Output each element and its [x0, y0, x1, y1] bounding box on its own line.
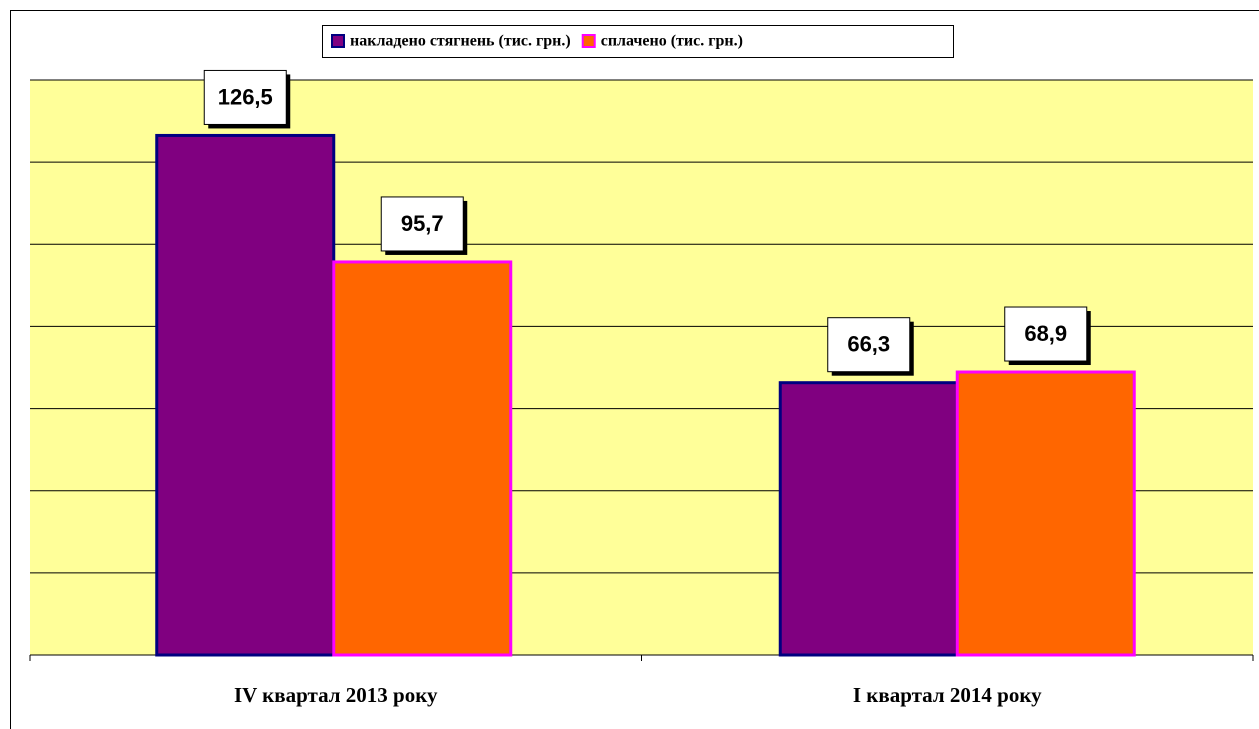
data-label: 66,3	[847, 332, 890, 357]
data-label: 95,7	[401, 211, 444, 236]
label-box	[1004, 306, 1088, 362]
bar	[778, 381, 959, 657]
bar	[155, 133, 336, 657]
bar	[955, 370, 1136, 657]
label-box	[827, 317, 911, 373]
legend-box	[322, 25, 954, 58]
legend-swatch	[581, 34, 596, 48]
x-tick-label: IV квартал 2013 року	[234, 683, 438, 707]
legend-swatch	[331, 34, 345, 48]
label-box	[380, 196, 464, 252]
legend-label: накладено стягнень (тис. грн.)	[350, 33, 571, 50]
x-tick-label: I квартал 2014 року	[853, 683, 1042, 707]
data-label: 68,9	[1024, 321, 1067, 346]
bar	[332, 260, 513, 657]
data-label: 126,5	[218, 84, 273, 109]
label-box	[203, 69, 287, 125]
legend-label: сплачено (тис. грн.)	[601, 33, 743, 50]
legend: накладено стягнень (тис. грн.) сплачено (…	[322, 25, 954, 58]
